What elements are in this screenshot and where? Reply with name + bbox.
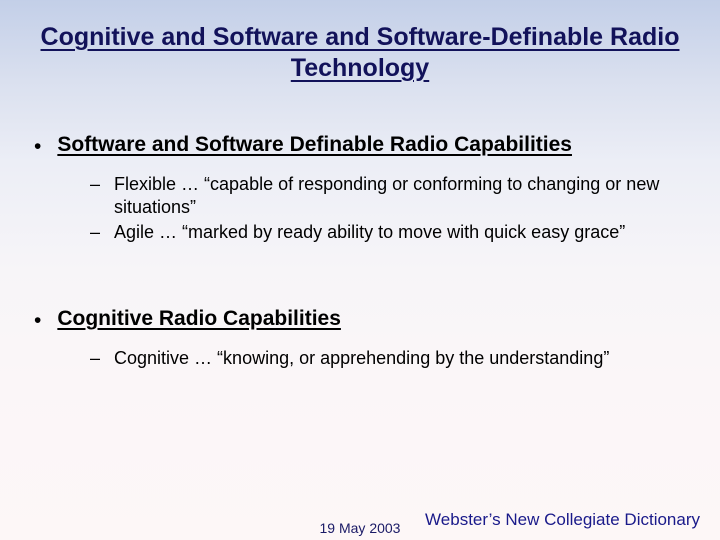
item-text: Flexible … “capable of responding or con…	[114, 173, 686, 220]
dash-icon: –	[90, 221, 100, 244]
list-item: – Cognitive … “knowing, or apprehending …	[90, 347, 686, 370]
list-item: – Agile … “marked by ready ability to mo…	[90, 221, 686, 244]
footer-source: Webster’s New Collegiate Dictionary	[425, 510, 700, 530]
section-0-head: • Software and Software Definable Radio …	[34, 133, 686, 157]
section-1: • Cognitive Radio Capabilities – Cogniti…	[34, 307, 686, 370]
item-text: Agile … “marked by ready ability to move…	[114, 221, 686, 244]
section-0-items: – Flexible … “capable of responding or c…	[34, 173, 686, 245]
section-1-head: • Cognitive Radio Capabilities	[34, 307, 686, 331]
dash-icon: –	[90, 347, 100, 370]
section-1-title: Cognitive Radio Capabilities	[57, 307, 341, 331]
slide-title: Cognitive and Software and Software-Defi…	[0, 0, 720, 85]
bullet-icon: •	[34, 136, 41, 157]
item-text: Cognitive … “knowing, or apprehending by…	[114, 347, 686, 370]
slide-content: • Software and Software Definable Radio …	[0, 85, 720, 371]
bullet-icon: •	[34, 310, 41, 331]
dash-icon: –	[90, 173, 100, 196]
section-0: • Software and Software Definable Radio …	[34, 133, 686, 245]
footer-date: 19 May 2003	[320, 520, 401, 536]
list-item: – Flexible … “capable of responding or c…	[90, 173, 686, 220]
section-0-title: Software and Software Definable Radio Ca…	[57, 133, 572, 157]
section-1-items: – Cognitive … “knowing, or apprehending …	[34, 347, 686, 370]
